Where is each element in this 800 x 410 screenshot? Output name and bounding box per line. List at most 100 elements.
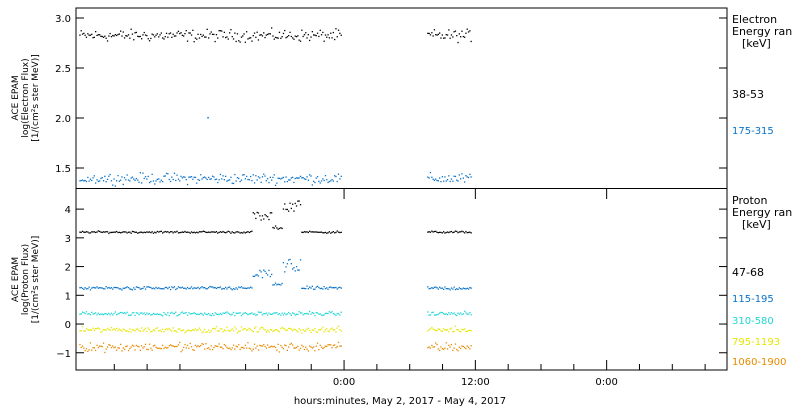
data-point (101, 330, 103, 332)
data-point (229, 231, 231, 233)
data-point (465, 288, 467, 290)
data-point (189, 176, 191, 178)
data-point (102, 231, 105, 233)
data-point (437, 328, 439, 330)
data-point (204, 312, 206, 314)
data-point (133, 329, 135, 331)
data-point (156, 327, 158, 329)
data-point (448, 231, 450, 234)
data-point (99, 313, 101, 316)
data-point (288, 311, 290, 314)
data-point (337, 231, 340, 233)
data-point (444, 286, 446, 288)
data-point (429, 314, 432, 316)
data-point (298, 349, 300, 351)
data-point (238, 312, 240, 314)
data-point (330, 232, 332, 234)
data-point (120, 179, 122, 181)
data-point (246, 231, 248, 233)
data-point (169, 344, 172, 346)
data-point (322, 232, 324, 234)
data-point (221, 30, 223, 32)
data-point (232, 38, 235, 40)
data-point (231, 182, 233, 184)
data-point (116, 327, 118, 329)
data-point (176, 315, 178, 317)
data-point (458, 231, 460, 233)
data-point (164, 230, 166, 233)
data-point (263, 328, 265, 330)
data-point (264, 175, 266, 177)
data-point (158, 287, 160, 289)
data-point (196, 313, 198, 315)
data-point (285, 345, 287, 347)
data-point (444, 232, 446, 234)
data-point (449, 180, 451, 183)
data-point (257, 176, 260, 178)
data-point (201, 343, 203, 345)
data-point (318, 313, 320, 315)
data-point (457, 329, 459, 331)
data-point (332, 313, 334, 315)
data-point (239, 287, 241, 289)
data-point (278, 283, 281, 286)
data-point (168, 286, 170, 288)
data-point (236, 33, 239, 35)
data-point (210, 231, 212, 233)
data-point (226, 326, 228, 329)
data-point (313, 231, 315, 233)
y-axis-label: ACE EPAM (11, 75, 21, 120)
data-point (433, 179, 436, 181)
data-point (290, 35, 292, 38)
data-point (242, 287, 244, 289)
data-point (209, 178, 211, 180)
data-point (131, 344, 134, 346)
data-point (152, 329, 155, 331)
data-point (179, 180, 181, 182)
data-point (81, 325, 84, 328)
data-point (290, 342, 292, 345)
data-point (225, 36, 227, 39)
data-point (290, 314, 292, 316)
data-point (282, 208, 285, 210)
data-point (268, 181, 270, 184)
data-point (208, 329, 210, 331)
data-point (219, 328, 222, 330)
data-point (324, 329, 327, 331)
data-point (217, 330, 219, 332)
data-point (100, 287, 102, 289)
data-point (91, 349, 93, 351)
data-point (190, 286, 193, 288)
data-point (269, 212, 271, 214)
data-point (154, 313, 156, 315)
data-point (211, 313, 214, 315)
data-point (306, 312, 308, 315)
data-point (263, 269, 265, 271)
data-point (89, 34, 92, 36)
legend-title: [keV] (742, 218, 771, 231)
data-point (337, 313, 340, 315)
data-point (276, 227, 278, 229)
data-point (271, 345, 273, 347)
data-point (190, 330, 193, 332)
data-point (137, 312, 139, 314)
data-point (265, 331, 267, 333)
data-point (324, 288, 327, 290)
data-point (235, 312, 237, 314)
data-point (147, 38, 149, 40)
data-point (206, 331, 208, 333)
data-point (318, 286, 320, 289)
data-point (433, 230, 436, 233)
data-point (298, 39, 300, 41)
data-point (196, 346, 198, 348)
data-point (303, 231, 306, 233)
data-point (273, 38, 275, 40)
data-point (176, 230, 178, 232)
data-point (146, 178, 148, 180)
data-point (92, 286, 94, 289)
data-point (277, 177, 279, 179)
data-point (311, 285, 313, 287)
data-point (443, 37, 445, 39)
data-point (172, 232, 174, 234)
data-point (155, 286, 157, 288)
